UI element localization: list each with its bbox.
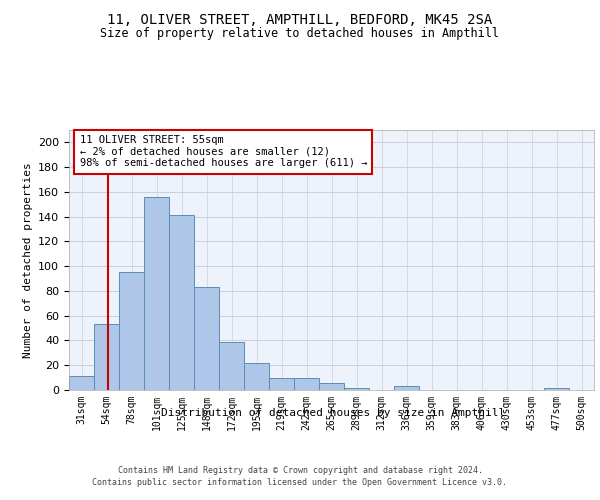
Text: Contains HM Land Registry data © Crown copyright and database right 2024.: Contains HM Land Registry data © Crown c… <box>118 466 482 475</box>
Text: 11, OLIVER STREET, AMPTHILL, BEDFORD, MK45 2SA: 11, OLIVER STREET, AMPTHILL, BEDFORD, MK… <box>107 12 493 26</box>
Bar <box>169 216 194 390</box>
Bar <box>194 287 219 390</box>
Text: Size of property relative to detached houses in Ampthill: Size of property relative to detached ho… <box>101 28 499 40</box>
Y-axis label: Number of detached properties: Number of detached properties <box>23 162 32 358</box>
Text: Contains public sector information licensed under the Open Government Licence v3: Contains public sector information licen… <box>92 478 508 487</box>
Bar <box>69 376 94 390</box>
Text: 11 OLIVER STREET: 55sqm
← 2% of detached houses are smaller (12)
98% of semi-det: 11 OLIVER STREET: 55sqm ← 2% of detached… <box>79 135 367 168</box>
Bar <box>544 388 569 390</box>
Bar <box>144 197 169 390</box>
Bar <box>119 272 144 390</box>
Bar <box>319 382 344 390</box>
Bar <box>394 386 419 390</box>
Bar <box>269 378 294 390</box>
Bar <box>344 388 369 390</box>
Bar <box>219 342 244 390</box>
Bar <box>244 363 269 390</box>
Bar <box>294 378 319 390</box>
Bar <box>94 324 119 390</box>
Text: Distribution of detached houses by size in Ampthill: Distribution of detached houses by size … <box>161 408 505 418</box>
